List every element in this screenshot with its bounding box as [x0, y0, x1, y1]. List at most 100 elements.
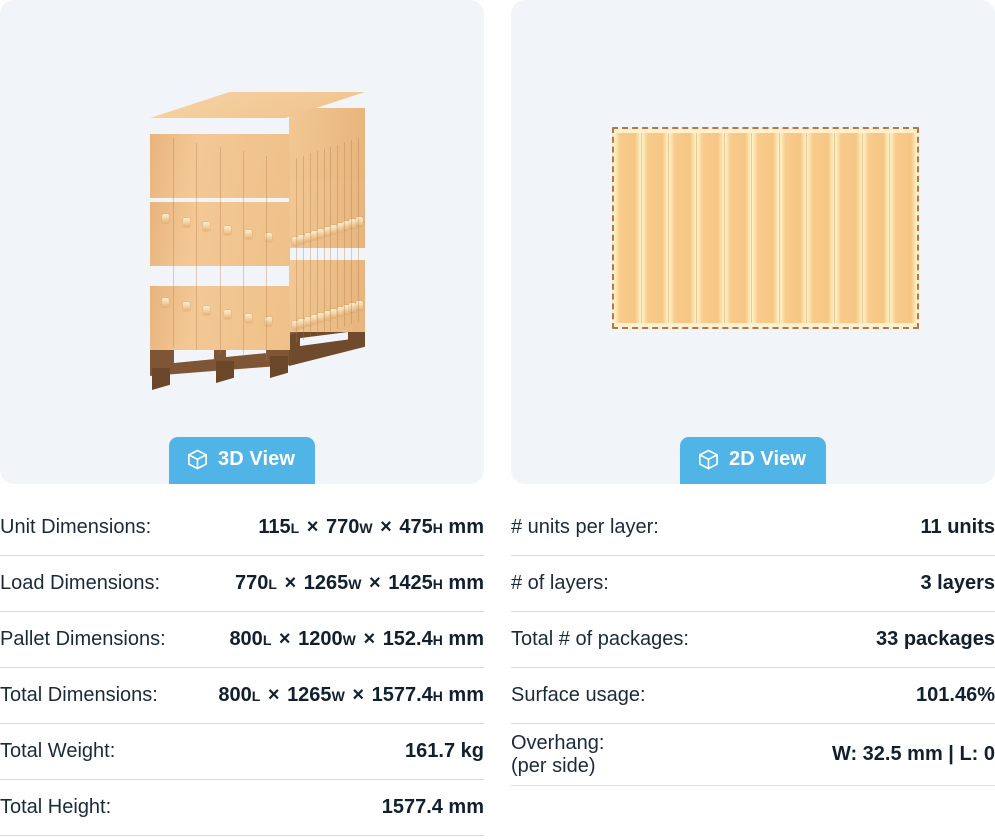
dimension-unit: mm	[442, 572, 484, 594]
carton-tab	[349, 302, 356, 312]
toggle-3d-view-button[interactable]: 3D View	[168, 437, 316, 484]
dimension-number: 115	[258, 516, 291, 538]
dimension-number: 1425	[388, 572, 433, 594]
spec-row: Total Weight: 161.7 kg	[0, 724, 484, 780]
load-unit-2d	[862, 133, 891, 323]
dimension-separator: ×	[374, 516, 398, 538]
dimension-separator: ×	[357, 628, 381, 650]
spec-value: 11 units	[920, 516, 995, 538]
pallet-2d-viewport[interactable]	[511, 0, 995, 484]
spec-value: 1577.4 mm	[381, 796, 484, 818]
carton-tab	[356, 216, 363, 226]
dimension-number: 1265	[303, 572, 349, 594]
specs-row: Unit Dimensions: 115L × 770W × 475H mm Loa…	[0, 500, 995, 836]
carton-tab	[245, 229, 252, 239]
carton-layer-top	[150, 92, 365, 198]
view-card-2d: 2D View	[511, 0, 995, 484]
load-unit-2d	[807, 133, 836, 323]
spec-label: # units per layer:	[511, 516, 659, 539]
carton-tab	[162, 298, 169, 308]
carton-tab	[162, 214, 169, 224]
cube-icon	[188, 449, 207, 469]
spec-value: 3 layers	[920, 572, 995, 594]
carton-tab	[349, 218, 356, 228]
carton-tab	[343, 304, 350, 314]
carton-tab	[317, 313, 324, 323]
carton-tab	[330, 308, 337, 318]
carton-tab	[292, 237, 299, 247]
dimension-number: 800	[229, 628, 263, 650]
spec-label: Total # of packages:	[511, 628, 689, 651]
carton-tab	[305, 316, 312, 326]
spec-row: Total Height: 1577.4 mm	[0, 780, 484, 836]
dimension-number: 1200	[298, 628, 343, 650]
spec-row: Surface usage: 101.46%	[511, 668, 995, 724]
dimension-unit: mm	[442, 684, 484, 706]
load-unit-2d	[724, 133, 753, 323]
spec-label: Total Height:	[0, 796, 112, 819]
spec-label: Total Weight:	[0, 740, 116, 763]
spec-row: # of layers: 3 layers	[511, 556, 995, 612]
dimension-number: 1577.4	[371, 684, 433, 706]
carton-tab	[337, 222, 344, 232]
dimension-axis: H	[432, 576, 443, 592]
spec-label: Load Dimensions:	[0, 572, 161, 595]
dimension-axis: W	[359, 520, 373, 536]
dimension-separator: ×	[273, 628, 297, 650]
spec-value: W: 32.5 mm | L: 0	[831, 743, 995, 765]
pallet-2d-illustration	[612, 127, 919, 329]
dimension-number: 770	[325, 516, 360, 538]
carton-tab	[203, 221, 210, 231]
dimension-separator: ×	[301, 516, 324, 538]
carton-tab	[245, 313, 252, 323]
load-unit-2d	[641, 133, 670, 323]
dimension-number: 152.4	[382, 628, 433, 650]
toggle-2d-view-label: 2D View	[728, 448, 807, 470]
dimension-axis: L	[262, 632, 272, 648]
dimension-axis: W	[331, 688, 345, 704]
load-unit-2d	[614, 133, 642, 323]
carton-tab	[305, 232, 312, 242]
spec-row: Unit Dimensions: 115L × 770W × 475H mm	[0, 500, 484, 556]
carton-knob-row	[150, 260, 365, 331]
spec-label: Pallet Dimensions:	[0, 628, 166, 651]
carton-stack-3d	[150, 92, 365, 360]
load-units-2d	[614, 133, 917, 323]
specs-table-right: # units per layer: 11 units # of layers: 3 …	[511, 500, 995, 836]
view-cards-row: 3D View 2D View	[0, 0, 995, 484]
spec-value: 115L × 770W × 475H mm	[258, 516, 484, 539]
carton-tab	[265, 233, 272, 243]
spec-row: # units per layer: 11 units	[511, 500, 995, 556]
pallet-3d-viewport[interactable]	[0, 0, 484, 484]
dimension-unit: mm	[442, 516, 484, 538]
toggle-2d-view-button[interactable]: 2D View	[679, 437, 827, 484]
spec-row: Load Dimensions: 770L × 1265W × 1425H mm	[0, 556, 484, 612]
load-unit-2d	[752, 133, 780, 323]
spec-label: Overhang: (per side)	[511, 732, 605, 777]
dimension-axis: L	[268, 576, 277, 592]
dimension-axis: H	[432, 632, 443, 648]
carton-tab	[183, 302, 190, 312]
load-unit-2d	[696, 133, 725, 323]
pallet-3d-illustration	[0, 0, 484, 484]
carton-tab	[224, 225, 231, 235]
dimension-number: 475	[399, 516, 433, 538]
carton-tab	[324, 226, 331, 236]
load-unit-2d	[835, 133, 863, 323]
spec-row: Overhang: (per side) W: 32.5 mm | L: 0	[511, 724, 995, 786]
dimension-axis: L	[251, 688, 261, 704]
dimension-axis: H	[432, 520, 443, 536]
specs-table-left: Unit Dimensions: 115L × 770W × 475H mm Loa…	[0, 500, 484, 836]
carton-tab	[203, 305, 210, 315]
spec-value: 800L × 1200W × 152.4H mm	[229, 628, 484, 651]
carton-tab	[330, 224, 337, 234]
cube-icon	[699, 449, 718, 469]
dimension-separator: ×	[278, 572, 302, 594]
spec-value: 33 packages	[876, 628, 995, 650]
spec-row: Total Dimensions: 800L × 1265W × 1577.4H …	[0, 668, 484, 724]
dimension-axis: H	[432, 688, 443, 704]
carton-tab	[317, 229, 324, 239]
carton-tab	[337, 306, 344, 316]
dimension-number: 1265	[287, 684, 332, 706]
